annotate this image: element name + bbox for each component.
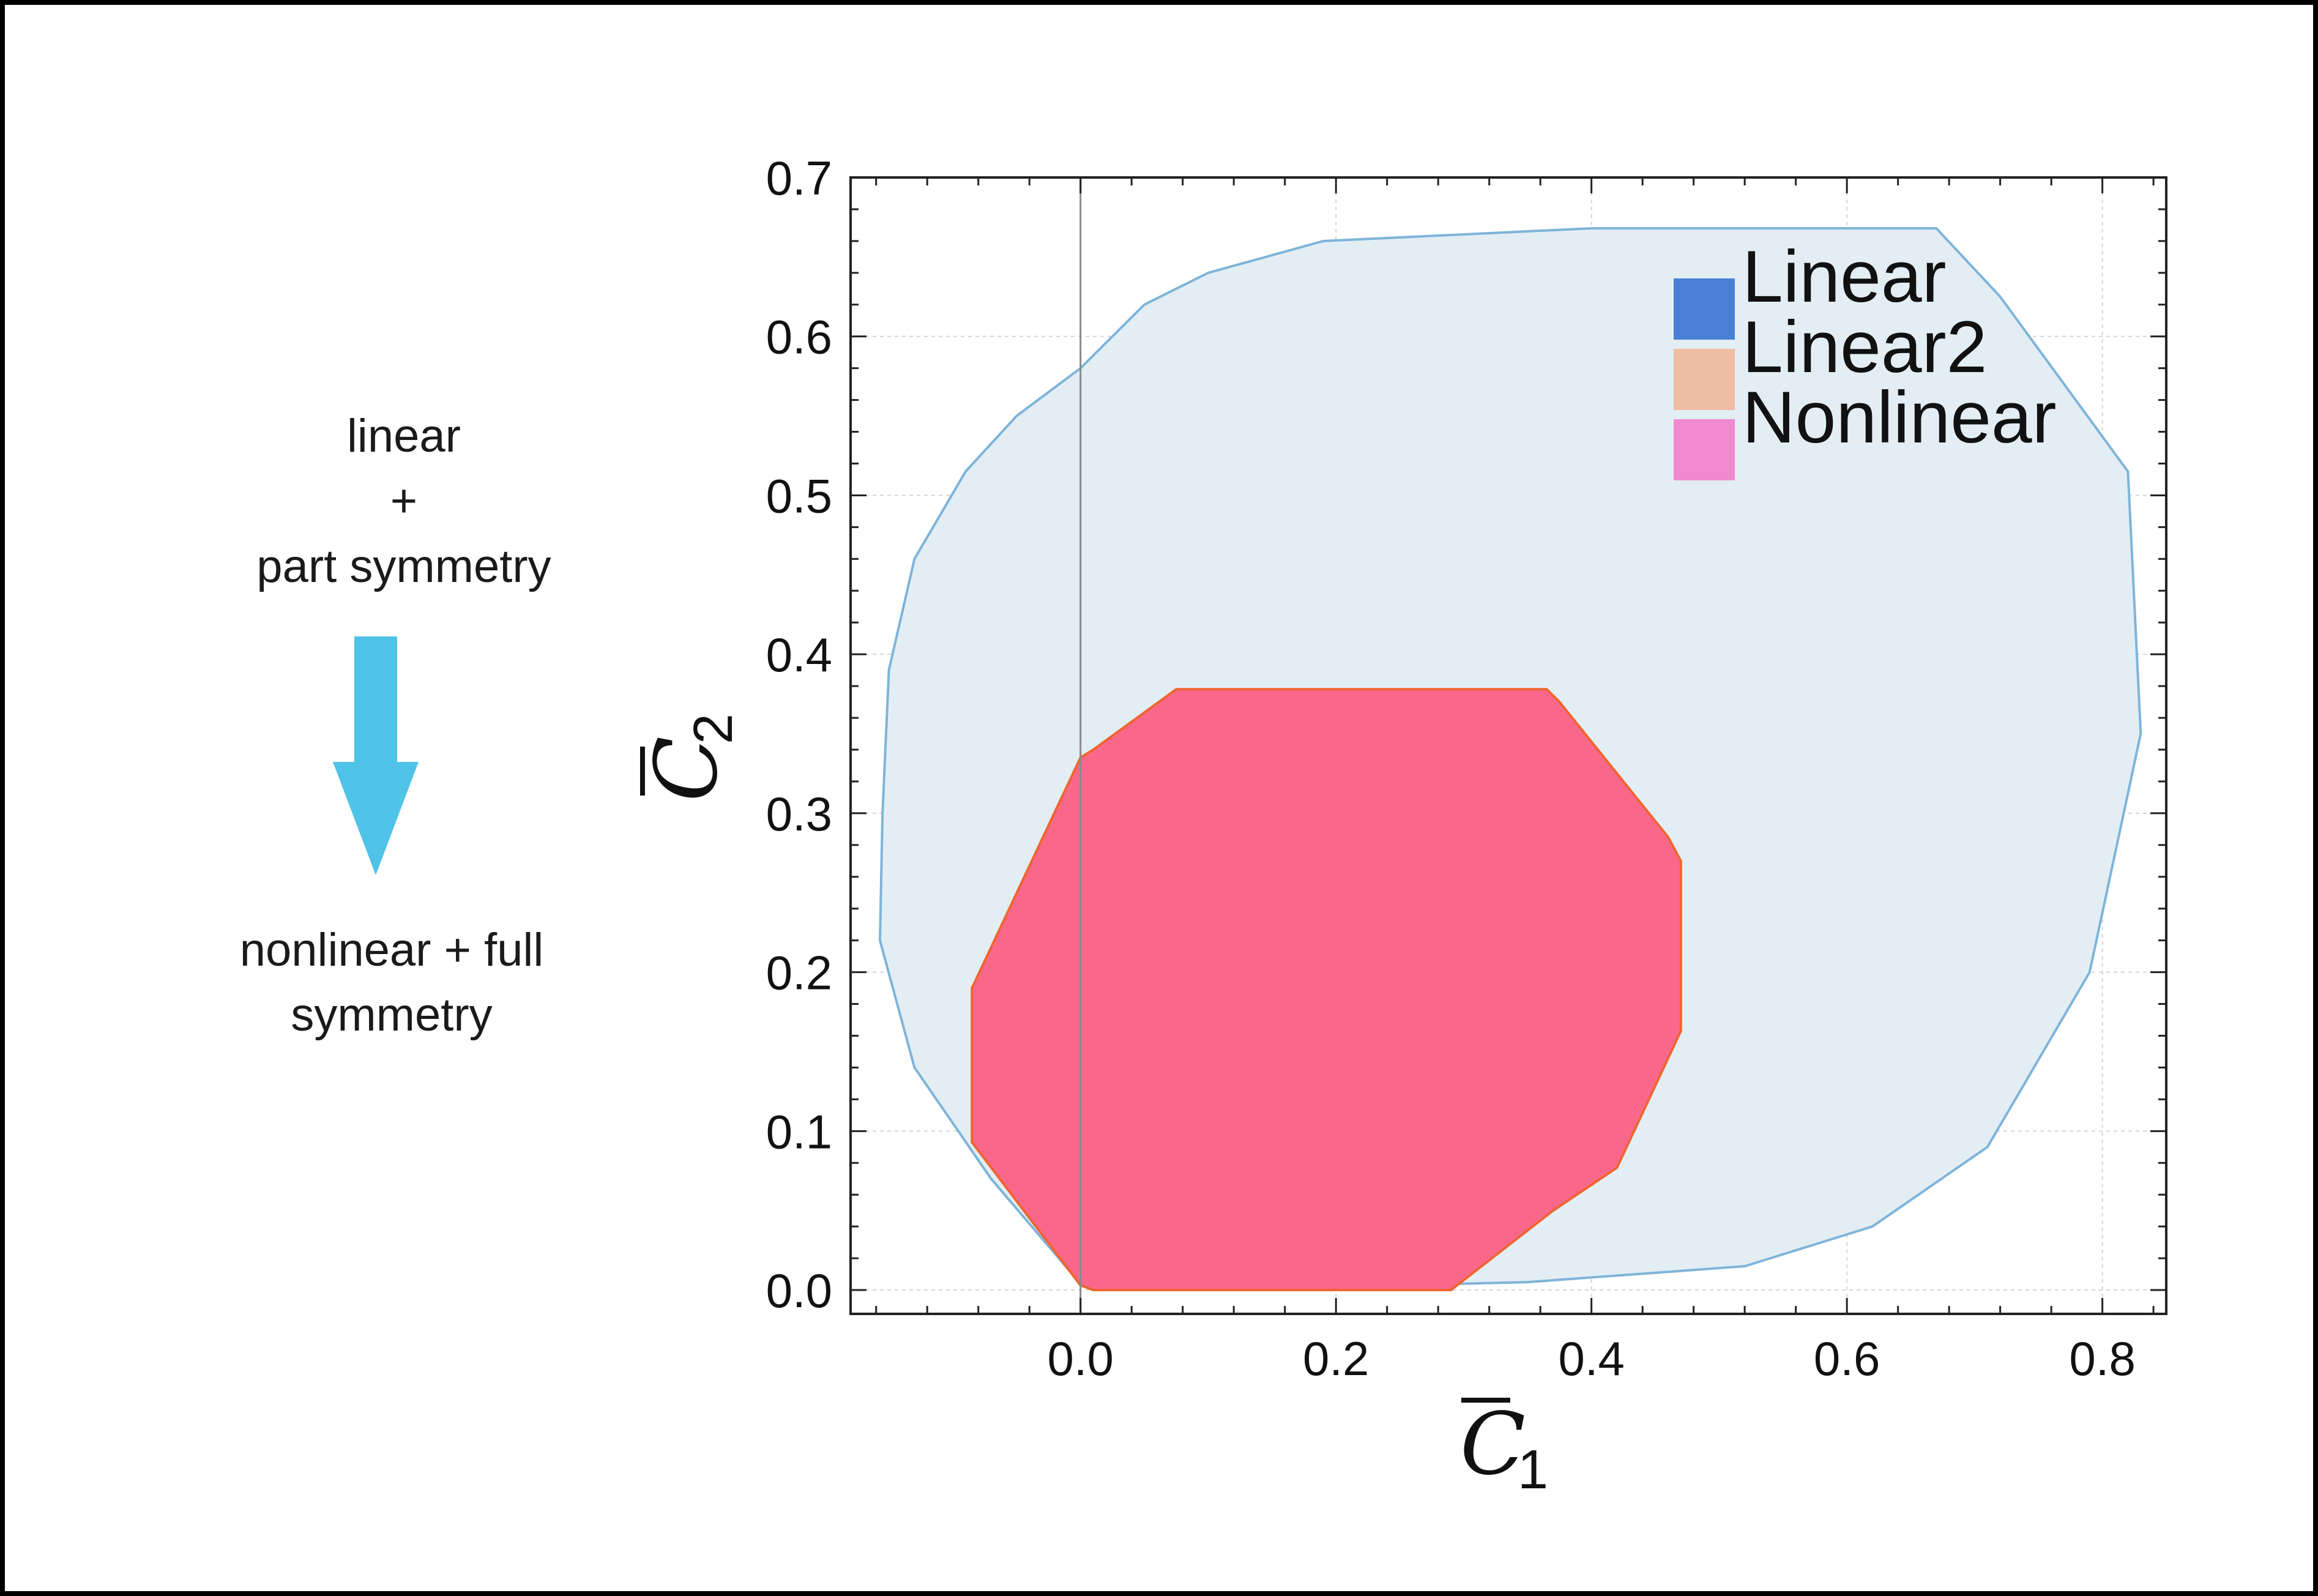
series-regions	[879, 227, 2142, 1291]
region-nonlinear	[971, 688, 1682, 1291]
annotation-full-symmetry: full symmetry	[291, 924, 544, 1042]
down-arrow-icon	[333, 636, 419, 875]
y-tick-label: 0.7	[766, 151, 832, 205]
legend-label-linear2: Linear2	[1742, 306, 1987, 388]
y-tick-label: 0.1	[766, 1105, 832, 1158]
x-tick-label: 0.4	[1558, 1332, 1624, 1385]
legend-label-nonlinear: Nonlinear	[1742, 376, 2057, 458]
x-axis-title-subscript: 1	[1518, 1439, 1548, 1501]
legend-swatch-nonlinear	[1674, 419, 1735, 480]
y-tick-label: 0.4	[766, 628, 832, 682]
axis-ticks: 0.0 0.2 0.4 0.6 0.8 0.0 0.1 0.2 0.3 0.4 0.5 0.6 0.7	[766, 151, 2166, 1385]
annotation-nonlinear: nonlinear	[239, 924, 431, 976]
legend-swatch-linear2	[1674, 349, 1735, 410]
y-axis-title-letter: C	[637, 736, 737, 802]
x-tick-label: 0.0	[1048, 1332, 1114, 1385]
annotation-plus-bottom: +	[444, 924, 471, 976]
annotation-plus-top: +	[390, 475, 418, 528]
y-tick-label: 0.2	[766, 946, 832, 1000]
annotation-linear: linear	[347, 410, 461, 462]
x-tick-label: 0.6	[1814, 1332, 1880, 1385]
x-axis-title-letter: C	[1460, 1395, 1526, 1494]
top-annotation: linear + part symmetry	[184, 404, 624, 599]
annotation-part-symmetry: part symmetry	[256, 540, 551, 592]
y-tick-label: 0.0	[766, 1264, 832, 1318]
legend-swatch-linear	[1674, 278, 1735, 340]
x-axis-title: C 1	[1460, 1395, 1548, 1501]
y-tick-label: 0.6	[766, 310, 832, 364]
y-axis-title-subscript: 2	[683, 714, 744, 744]
plot-frame	[849, 176, 2167, 1315]
y-axis-title: C 2	[637, 714, 744, 802]
x-tick-label: 0.8	[2069, 1332, 2135, 1385]
bottom-annotation: nonlinear + full symmetry	[159, 918, 624, 1048]
x-tick-label: 0.2	[1303, 1332, 1369, 1385]
y-tick-label: 0.5	[766, 469, 832, 523]
y-tick-label: 0.3	[766, 787, 832, 841]
legend-label-linear: Linear	[1742, 236, 1947, 318]
